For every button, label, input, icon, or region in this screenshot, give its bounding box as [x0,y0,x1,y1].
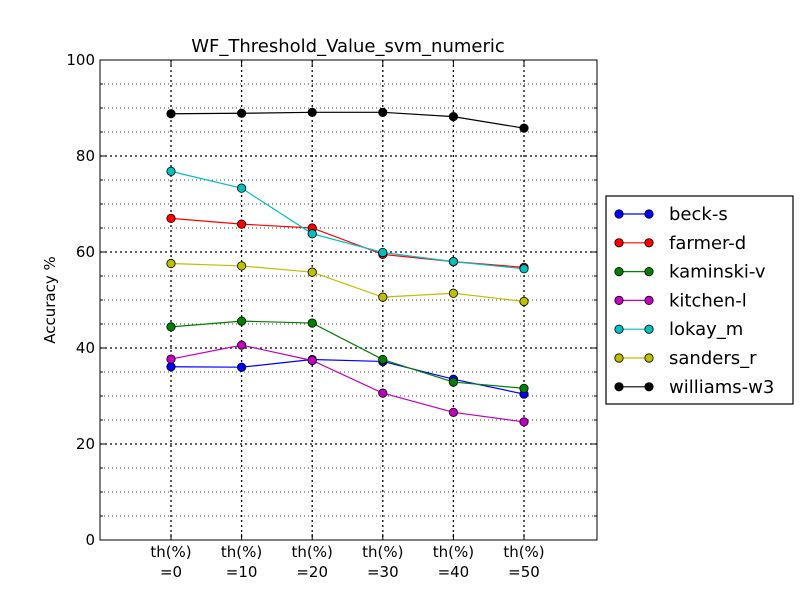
x-tick-label: th(%) =10 [221,543,262,581]
data-point [519,264,529,274]
legend: beck-s farmer-d kaminski-v kitchen-l lokay_m… [605,195,794,405]
legend-label: beck-s [669,204,728,225]
data-point [237,340,247,350]
series-lokay_m [166,166,529,274]
data-point [166,354,176,364]
legend-label: kitchen-l [669,290,747,311]
x-tick-label: th(%) =30 [362,543,403,581]
data-point [166,166,176,176]
y-tick-label: 0 [85,531,95,549]
data-point [237,316,247,326]
legend-label: kaminski-v [669,262,766,283]
ticks-layer: 0 20 40 60 80 100 th(%) =0 th(%) =10 th(%) =20 th(%)… [66,51,597,581]
data-point [448,288,458,298]
legend-marker [614,266,624,277]
y-tick-label: 40 [76,339,95,357]
legend-marker [614,324,624,334]
legend-entry: lokay_m [614,319,743,340]
legend-marker [644,266,654,277]
data-point [378,292,388,302]
data-point [448,256,458,267]
legend-entry: kitchen-l [614,290,747,311]
data-point [307,229,317,239]
data-point [519,417,529,427]
data-point [166,362,176,372]
data-point [378,247,388,258]
legend-marker [644,295,654,305]
data-point [378,388,388,398]
data-point [448,377,458,387]
series-line [170,170,525,270]
data-point [166,109,176,119]
legend-label: williams-w3 [669,377,774,398]
legend-label: lokay_m [669,319,743,340]
data-point [237,108,247,118]
legend-label: sanders_r [669,348,757,369]
chart-title: WF_Threshold_Value_svm_numeric [191,36,505,57]
data-point [237,261,247,271]
data-point [237,362,247,372]
y-tick-label: 60 [76,243,95,261]
data-point [237,219,247,229]
series-line [170,320,525,389]
grid-layer [100,60,597,540]
y-axis-label: Accuracy % [41,256,59,344]
series-line [170,344,525,423]
data-point [166,258,176,269]
legend-marker [644,324,654,334]
series-sanders_r [166,258,529,307]
legend-marker [644,209,654,219]
legend-entry: sanders_r [614,348,757,369]
legend-marker [614,382,624,392]
x-tick-label: th(%) =0 [150,543,191,581]
series-line [170,111,525,129]
x-tick-label: th(%) =40 [433,543,474,581]
series-line [170,358,525,395]
data-point [307,107,317,117]
data-point [519,383,529,393]
legend-marker [614,238,624,248]
data-point [519,296,529,307]
data-point [448,407,458,417]
data-point [307,355,317,366]
data-point [166,322,176,332]
data-point [166,213,176,223]
legend-label: farmer-d [669,233,746,254]
legend-marker [614,295,624,305]
data-point [307,318,317,328]
legend-marker [644,382,654,392]
legend-entry: farmer-d [614,233,746,254]
y-tick-label: 100 [66,51,95,69]
legend-marker [614,353,624,363]
series-line [170,262,525,303]
x-tick-label: th(%) =50 [503,543,544,581]
legend-entry: williams-w3 [614,377,774,398]
data-point [378,354,388,365]
y-tick-label: 20 [76,435,95,453]
x-tick-label: th(%) =20 [292,543,333,581]
series-kitchen-l [166,340,529,427]
data-point [307,267,317,277]
legend-marker [644,353,654,363]
legend-entry: kaminski-v [614,262,766,283]
legend-marker [644,238,654,248]
data-point [237,183,247,193]
data-point [448,112,458,122]
series-layer [166,107,529,427]
series-williams-w3 [166,107,529,133]
data-point [519,123,529,133]
legend-marker [614,209,624,219]
data-point [378,107,388,117]
y-tick-label: 80 [76,147,95,165]
series-kaminski-v [166,316,529,393]
legend-entry: beck-s [614,204,728,225]
